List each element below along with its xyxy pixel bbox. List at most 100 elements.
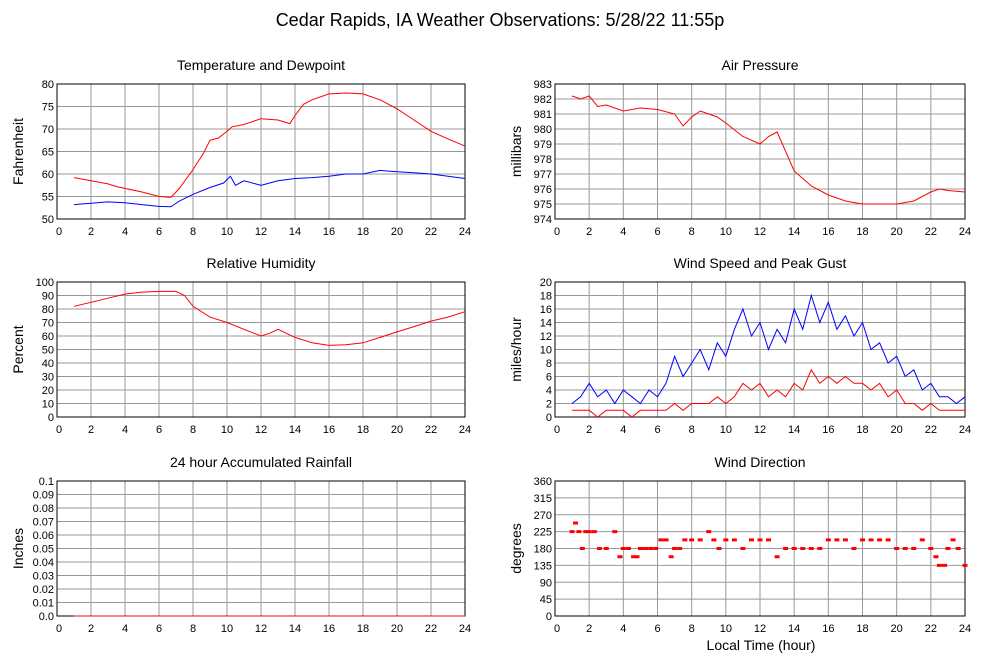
direction-point [706,530,712,534]
x-tick-label: 22 [925,226,937,238]
x-tick-label: 14 [289,226,301,238]
y-tick-label: 0.01 [33,598,54,610]
y-tick-label: 8 [546,358,552,370]
y-tick-label: 18 [540,291,552,303]
x-tick-label: 10 [720,623,732,635]
y-tick-label: 225 [534,527,552,539]
x-tick-label: 16 [323,226,335,238]
x-tick-label: 14 [788,424,800,436]
y-tick-label: 0.08 [33,503,54,515]
x-tick-label: 10 [221,424,233,436]
footer-x-axis-label: Local Time (hour) [707,637,816,653]
direction-point [825,538,831,542]
direction-point [955,547,961,550]
series-line-1 [571,95,966,205]
direction-point [643,547,649,550]
x-tick-label: 24 [459,623,471,635]
x-tick-label: 10 [720,226,732,238]
x-tick-label: 8 [190,226,196,238]
x-tick-label: 6 [156,226,162,238]
direction-point [868,538,874,542]
y-tick-label: 360 [534,476,552,488]
x-tick-label: 24 [459,226,471,238]
y-tick-label: 981 [534,109,552,121]
x-tick-label: 4 [122,623,128,635]
x-tick-label: 8 [689,424,695,436]
x-tick-label: 2 [586,424,592,436]
direction-point [834,538,840,542]
x-tick-label: 0 [554,623,560,635]
x-tick-label: 12 [255,226,267,238]
x-tick-label: 20 [391,623,403,635]
plot-frame [554,480,966,617]
direction-point [663,538,669,542]
y-tick-label: 20 [540,277,552,289]
y-tick-label: 70 [42,318,54,330]
x-tick-label: 24 [959,226,971,238]
y-tick-label: 75 [42,102,54,114]
y-tick-label: 55 [42,192,54,204]
x-tick-label: 4 [122,424,128,436]
direction-point [620,547,626,550]
y-axis-label: Inches [10,528,26,569]
direction-point [586,530,592,534]
direction-point [573,521,578,525]
direction-point [672,547,678,550]
y-tick-label: 975 [534,199,552,211]
y-tick-label: 977 [534,169,552,181]
y-tick-label: 976 [534,184,552,196]
x-tick-label: 8 [190,623,196,635]
direction-point [625,547,631,550]
direction-point [800,547,806,550]
x-tick-label: 20 [391,226,403,238]
chart-title: 24 hour Accumulated Rainfall [170,454,352,470]
x-tick-label: 22 [925,424,937,436]
direction-point [689,538,695,542]
plot-frame [56,281,466,418]
y-tick-label: 0.09 [33,490,54,502]
direction-point [877,538,883,542]
plot-frame [554,281,966,418]
direction-point [634,555,640,559]
x-tick-label: 12 [255,623,267,635]
direction-point [569,530,575,534]
x-tick-label: 20 [891,623,903,635]
x-tick-label: 14 [289,623,301,635]
direction-point [757,538,763,542]
x-tick-label: 2 [88,226,94,238]
direction-point [842,538,848,542]
x-tick-label: 14 [289,424,301,436]
y-tick-label: 180 [534,544,552,556]
direction-point [723,538,729,542]
plot-frame [56,83,466,220]
y-tick-label: 70 [42,124,54,136]
x-tick-label: 24 [459,424,471,436]
y-tick-label: 978 [534,154,552,166]
x-tick-label: 8 [689,623,695,635]
x-tick-label: 12 [754,623,766,635]
x-tick-label: 20 [891,424,903,436]
x-tick-label: 4 [620,424,626,436]
y-tick-label: 30 [42,372,54,384]
direction-point [648,547,654,550]
x-tick-label: 18 [856,226,868,238]
x-tick-label: 0 [554,424,560,436]
y-tick-label: 980 [534,124,552,136]
x-tick-label: 8 [689,226,695,238]
y-tick-label: 979 [534,139,552,151]
x-tick-label: 16 [323,623,335,635]
y-tick-label: 14 [540,318,552,330]
x-tick-label: 0 [56,424,62,436]
x-tick-label: 14 [788,226,800,238]
direction-point [894,547,900,550]
x-tick-label: 6 [654,226,660,238]
direction-point [740,547,746,550]
direction-point [612,530,618,534]
x-tick-label: 2 [586,226,592,238]
y-tick-label: 0.06 [33,530,54,542]
